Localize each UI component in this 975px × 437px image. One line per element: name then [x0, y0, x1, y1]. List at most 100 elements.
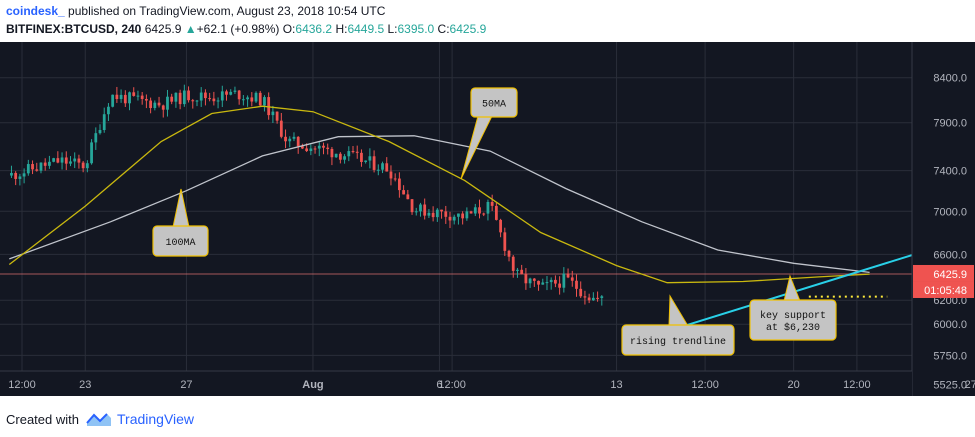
support-callout-text: key support: [760, 310, 826, 322]
candle-body: [360, 152, 363, 162]
candle-body: [233, 90, 237, 92]
candle-body: [237, 90, 241, 100]
up-arrow-icon: ▲: [184, 22, 197, 36]
author-link[interactable]: coindesk_: [6, 4, 65, 18]
candle-body: [473, 207, 477, 214]
candle-body: [90, 142, 93, 164]
candle-body: [494, 205, 498, 220]
candle-body: [145, 98, 148, 101]
price-tick-label: 6600.0: [933, 249, 967, 261]
symbol-label[interactable]: BITFINEX:BTCUSD, 240: [6, 22, 142, 36]
candle-body: [528, 278, 532, 284]
ohlc-line: BITFINEX:BTCUSD, 240 6425.9 ▲+62.1 (+0.9…: [6, 22, 486, 36]
candle-body: [313, 148, 317, 150]
candle-body: [579, 288, 583, 297]
candle-body: [10, 172, 13, 176]
candle-body: [123, 94, 127, 104]
time-tick-label: 20: [788, 379, 800, 391]
ma100-callout[interactable]: 100MA: [152, 188, 209, 257]
candle-body: [174, 92, 178, 102]
candle-body: [98, 130, 102, 134]
tradingview-logo-icon[interactable]: [86, 411, 112, 427]
candle-body: [22, 173, 26, 177]
candlestick-series: [10, 84, 604, 306]
ma50-callout-box: [470, 87, 518, 118]
candle-body: [516, 269, 519, 271]
candle-body: [246, 97, 249, 100]
open-value: 6436.2: [295, 22, 333, 36]
candle-body: [364, 160, 368, 162]
price-tick-label: 6000.0: [933, 319, 967, 331]
candle-body: [208, 98, 212, 100]
candle-body: [376, 169, 380, 171]
candle-body: [85, 163, 89, 169]
price-tick-label: 7400.0: [933, 166, 967, 178]
candle-body: [410, 199, 414, 213]
candle-body: [263, 97, 266, 106]
candle-body: [305, 148, 309, 152]
time-tick-label: 27: [180, 379, 192, 391]
candle-body: [258, 92, 262, 106]
candle-body: [511, 256, 515, 271]
candle-body: [48, 161, 51, 166]
candle-body: [393, 178, 397, 180]
candle-body: [570, 277, 574, 281]
candle-body: [136, 95, 140, 97]
candle-body: [431, 212, 435, 218]
candle-body: [220, 91, 224, 101]
candle-body: [587, 297, 591, 301]
candle-body: [414, 211, 418, 213]
candle-body: [69, 161, 72, 164]
candle-body: [81, 162, 85, 169]
candle-body: [465, 211, 469, 219]
candle-body: [267, 97, 271, 116]
chart-grid: [0, 42, 972, 386]
candle-body: [448, 216, 452, 221]
low-label: L:: [387, 22, 398, 36]
support-callout-box: [749, 299, 837, 341]
candle-body: [170, 96, 174, 102]
trendline-callout[interactable]: rising trendline: [621, 294, 735, 356]
candle-body: [296, 136, 300, 147]
time-axis-panel: [0, 371, 912, 396]
candle-body: [56, 158, 60, 163]
candle-body: [271, 111, 275, 116]
candle-body: [452, 216, 456, 221]
close-label: C:: [437, 22, 450, 36]
candle-body: [532, 278, 536, 281]
candle-body: [562, 273, 566, 288]
countdown-tag-label: 01:05:48: [924, 285, 967, 297]
time-tick-label: 12:00: [691, 379, 719, 391]
candle-body: [132, 92, 136, 96]
candle-body: [351, 151, 355, 153]
candle-body: [600, 296, 604, 298]
candle-body: [107, 106, 110, 115]
candle-body: [402, 190, 405, 195]
candle-body: [435, 209, 439, 218]
candle-body: [554, 279, 557, 284]
chart-panel[interactable]: 50MA 100MA rising trendline key support at $…: [0, 42, 975, 396]
candle-body: [444, 211, 448, 217]
candle-body: [322, 145, 325, 148]
chart-header: coindesk_ published on TradingView.com, …: [0, 0, 975, 42]
created-with-text: Created with: [6, 412, 79, 427]
candle-body: [115, 94, 119, 100]
high-value: 6449.5: [347, 22, 385, 36]
candle-body: [423, 204, 427, 216]
candle-body: [216, 100, 220, 102]
last-price-tag-label: 6425.9: [933, 269, 967, 281]
ma50-callout-text: 50MA: [482, 100, 506, 111]
support-callout-pointer: [783, 274, 801, 302]
ma50-callout[interactable]: 50MA: [460, 87, 518, 180]
candle-body: [161, 105, 165, 110]
tradingview-brand-link[interactable]: TradingView: [117, 411, 195, 427]
candle-body: [157, 102, 161, 106]
candle-body: [566, 273, 570, 278]
candle-body: [326, 147, 330, 149]
candle-body: [73, 158, 77, 162]
price-tick-label: 7900.0: [933, 118, 967, 130]
trendline-callout-text: rising trendline: [630, 336, 726, 348]
